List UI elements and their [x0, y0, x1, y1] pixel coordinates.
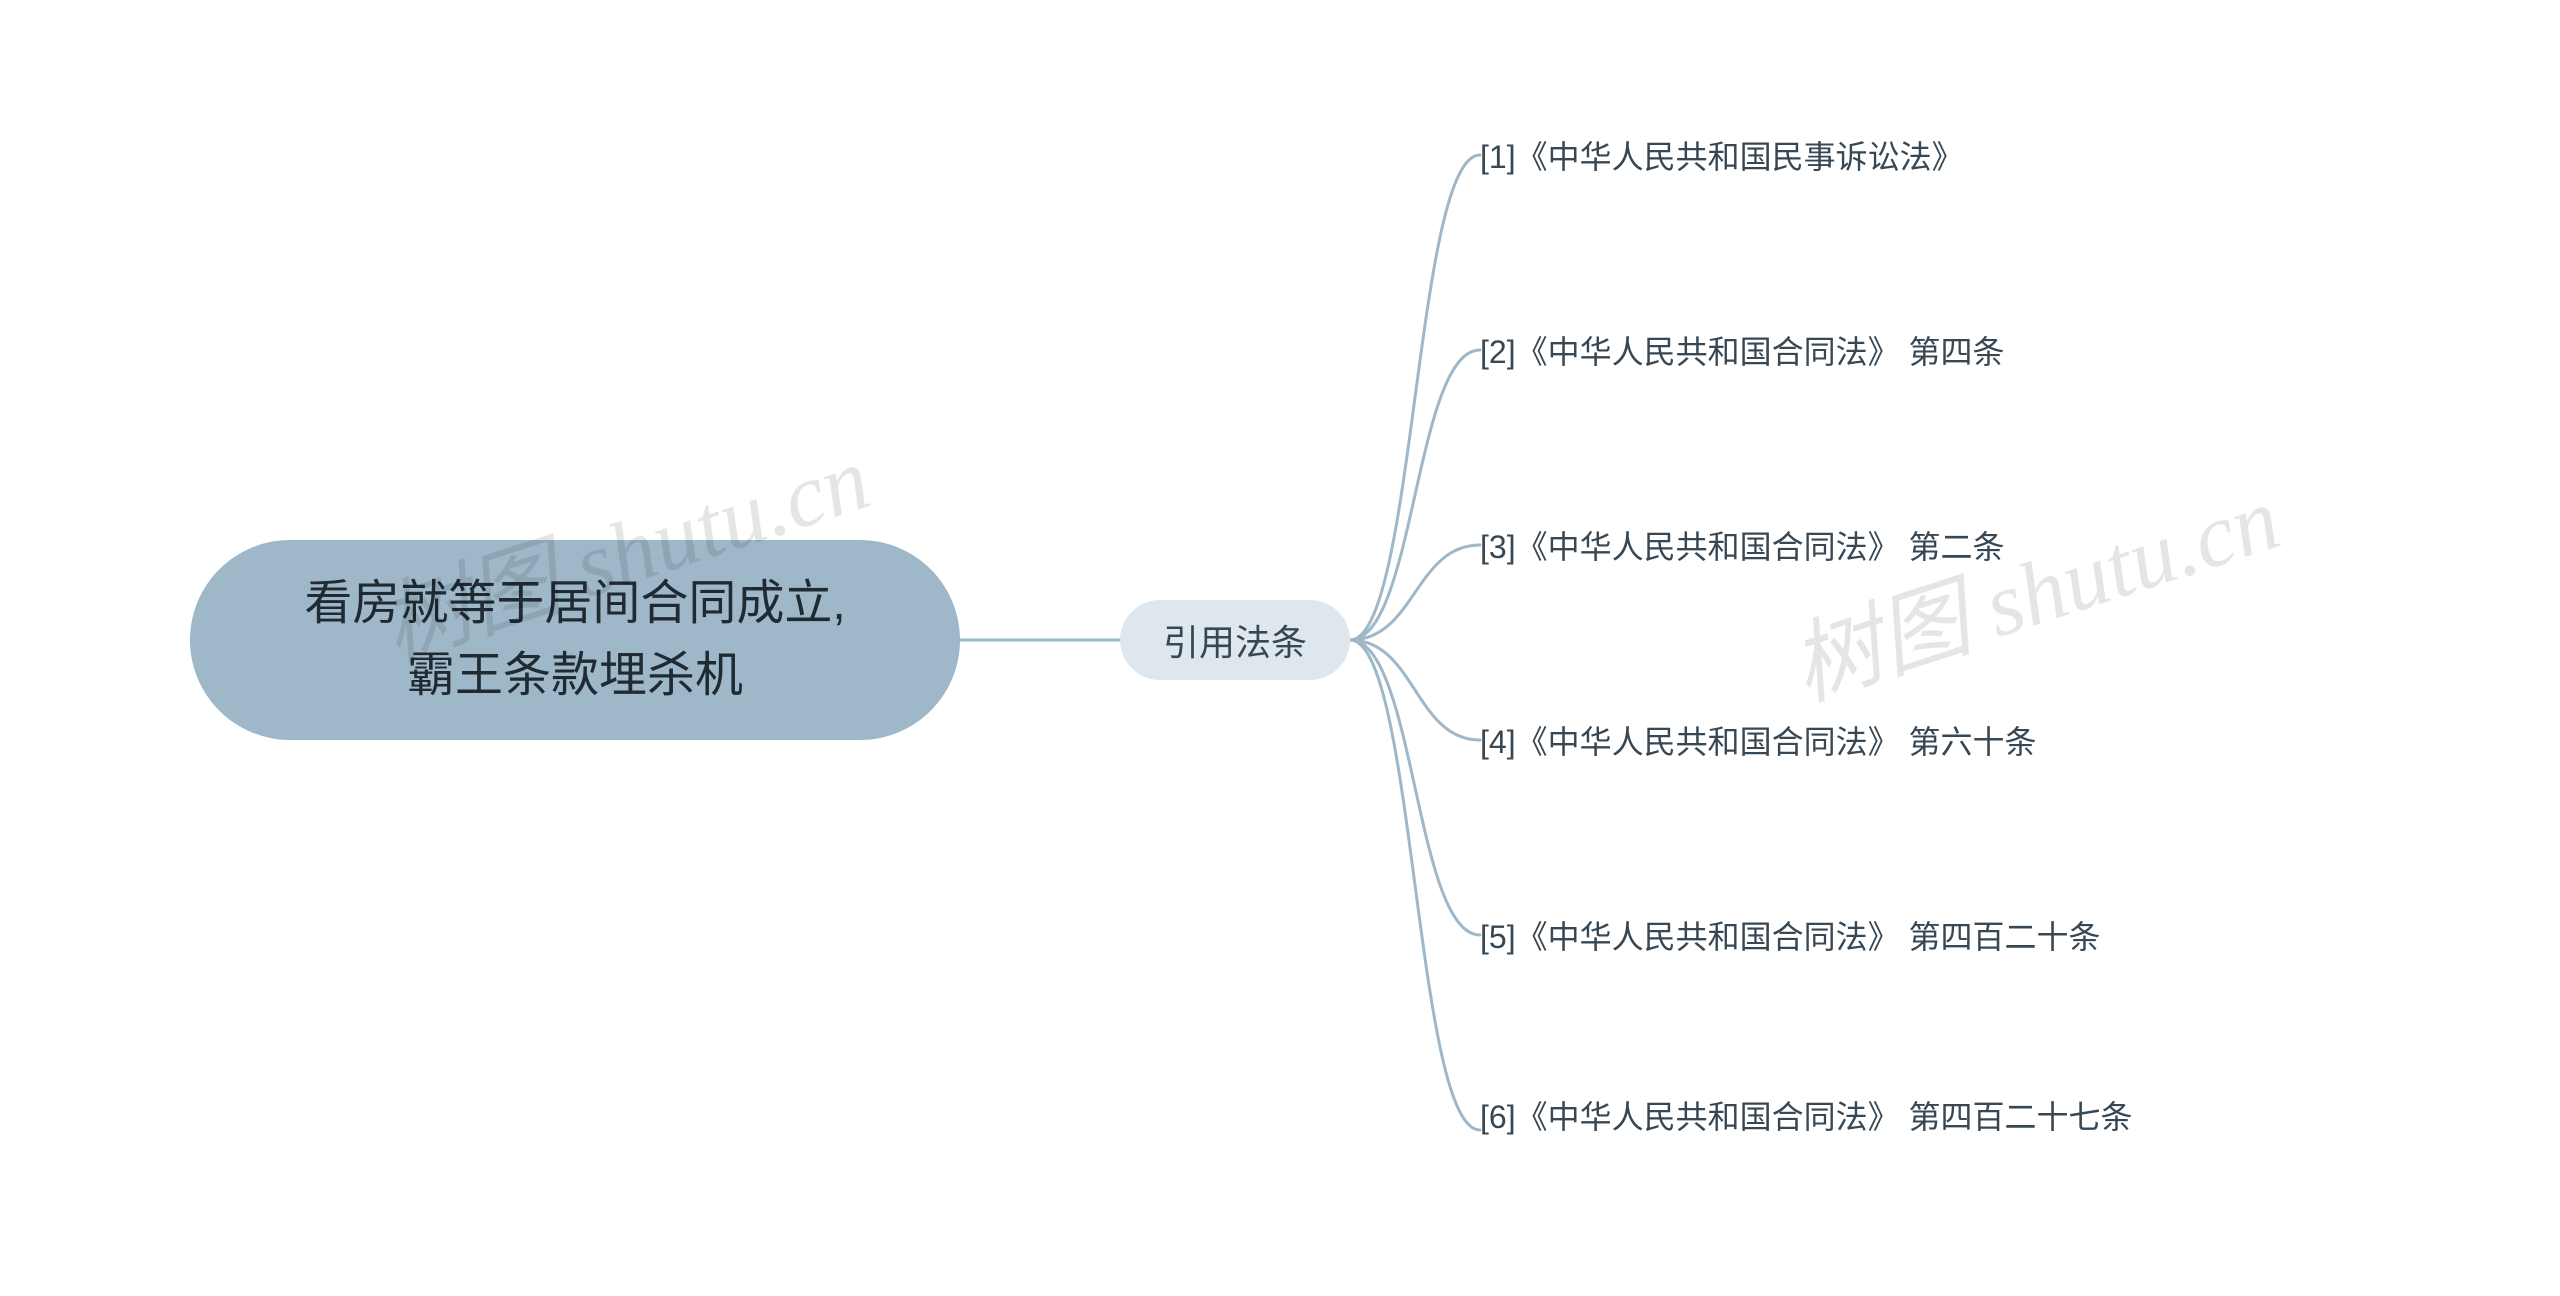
leaf-text-1: [1]《中华人民共和国民事诉讼法》 — [1480, 135, 1964, 180]
leaf-text-6: [6]《中华人民共和国合同法》 第四百二十七条 — [1480, 1095, 2132, 1140]
leaf-text-3: [3]《中华人民共和国合同法》 第二条 — [1480, 525, 2004, 570]
watermark-2: 树图 shutu.cn — [1772, 445, 2292, 725]
leaf-text-2: [2]《中华人民共和国合同法》 第四条 — [1480, 330, 2004, 375]
root-node: 看房就等于居间合同成立, 霸王条款埋杀机 — [190, 540, 960, 740]
leaf-text-4: [4]《中华人民共和国合同法》 第六十条 — [1480, 720, 2036, 765]
leaf-text-5: [5]《中华人民共和国合同法》 第四百二十条 — [1480, 915, 2100, 960]
leaf-node-6: [6]《中华人民共和国合同法》 第四百二十七条 — [1480, 1095, 2180, 1140]
child-text: 引用法条 — [1163, 614, 1307, 666]
leaf-node-4: [4]《中华人民共和国合同法》 第六十条 — [1480, 720, 2180, 765]
child-node: 引用法条 — [1120, 600, 1350, 680]
root-text-line1: 看房就等于居间合同成立, — [304, 568, 845, 640]
leaf-node-1: [1]《中华人民共和国民事诉讼法》 — [1480, 135, 2180, 180]
leaf-node-3: [3]《中华人民共和国合同法》 第二条 — [1480, 525, 2180, 570]
root-text-line2: 霸王条款埋杀机 — [304, 640, 845, 712]
leaf-node-5: [5]《中华人民共和国合同法》 第四百二十条 — [1480, 915, 2180, 960]
leaf-node-2: [2]《中华人民共和国合同法》 第四条 — [1480, 330, 2180, 375]
